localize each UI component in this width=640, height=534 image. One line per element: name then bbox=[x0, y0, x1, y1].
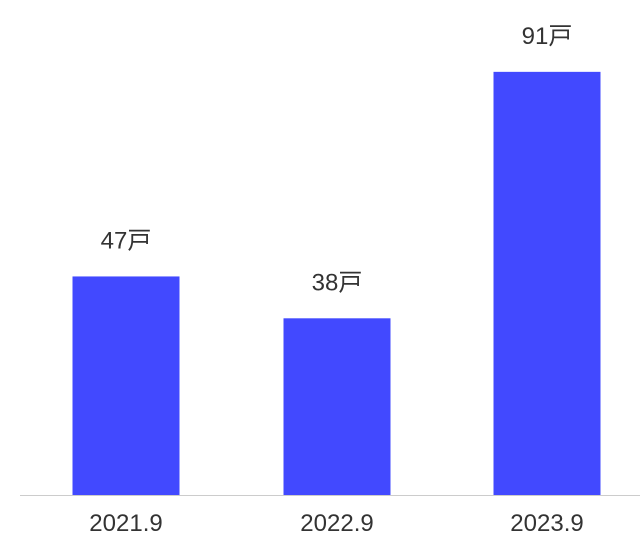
bar-2022.9 bbox=[283, 318, 391, 495]
bars-group bbox=[72, 71, 601, 495]
data-labels-group: 47戸 38戸 91戸 bbox=[101, 23, 573, 296]
x-tick-label-2023.9: 2023.9 bbox=[510, 510, 583, 534]
data-label-2023.9: 91戸 bbox=[522, 23, 573, 50]
bar-2023.9 bbox=[493, 71, 601, 495]
x-tick-labels-group: 2021.9 2022.9 2023.9 bbox=[89, 510, 583, 534]
x-tick-label-2021.9: 2021.9 bbox=[89, 510, 162, 534]
data-label-2021.9: 47戸 bbox=[101, 227, 152, 254]
data-label-2022.9: 38戸 bbox=[312, 269, 363, 296]
bar-2021.9 bbox=[72, 276, 180, 495]
x-tick-label-2022.9: 2022.9 bbox=[300, 510, 373, 534]
